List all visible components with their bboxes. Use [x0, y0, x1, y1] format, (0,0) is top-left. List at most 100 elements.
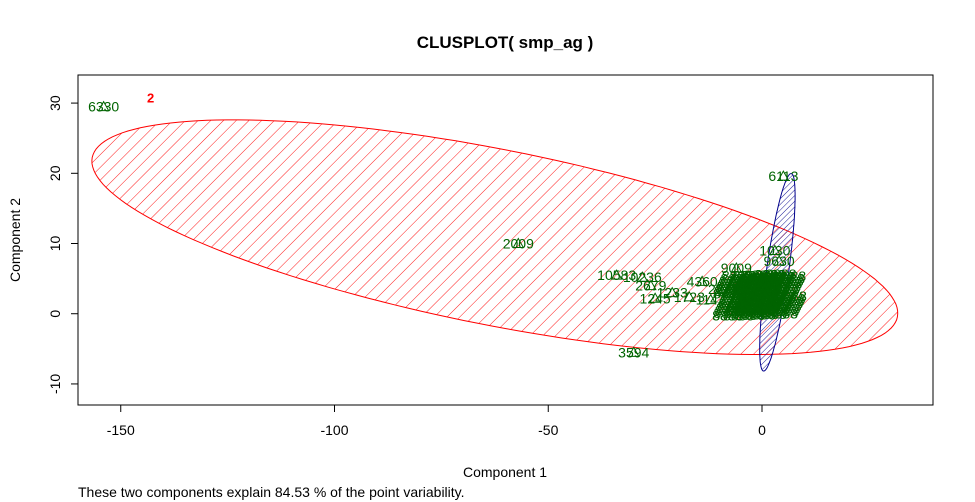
dense-point: 8888 [764, 269, 795, 285]
data-point: 1245 [640, 290, 671, 306]
point-label: 2271 [708, 281, 739, 297]
data-point: 1142 [696, 292, 726, 308]
dense-point: 8888 [768, 303, 799, 319]
dense-point: 8888 [750, 296, 781, 312]
plot-layer: 8888888888888888888888888888888888888888… [47, 90, 899, 438]
dense-point: 8888 [761, 296, 792, 312]
dense-point: 8888 [735, 304, 766, 320]
data-point: 3721 [738, 274, 769, 290]
y-tick-label: 30 [47, 95, 63, 111]
dense-point: 8888 [771, 276, 802, 292]
dense-point: 8888 [742, 269, 773, 285]
dense-point: 8888 [769, 281, 800, 297]
x-tick-label: -150 [107, 422, 135, 438]
dense-point: 8888 [747, 301, 778, 317]
dense-point: 8888 [758, 281, 789, 297]
dense-point: 8888 [767, 306, 798, 322]
point-label: 10236 [623, 269, 662, 285]
dense-point: 8888 [762, 274, 793, 290]
point-triangle [717, 283, 730, 294]
dense-point: 8888 [771, 276, 802, 292]
x-tick-label: -50 [538, 422, 558, 438]
point-triangle [645, 279, 657, 291]
x-axis-label: Component 1 [463, 464, 547, 480]
dense-point: 8888 [750, 296, 781, 312]
dense-point: 8888 [749, 277, 780, 293]
dense-point: 8888 [744, 267, 775, 283]
dense-point: 8888 [764, 269, 795, 285]
point-label: 6113 [768, 168, 798, 184]
dense-point: 8888 [738, 299, 769, 315]
dense-point: 8888 [719, 273, 750, 289]
data-point: 10236 [623, 269, 662, 285]
y-tick-label: -10 [47, 374, 63, 394]
y-axis-label: Component 2 [7, 198, 23, 282]
point-triangle [747, 276, 760, 287]
dense-point: 8888 [746, 284, 777, 300]
dense-point: 8888 [766, 286, 797, 302]
data-point: 10583 [597, 267, 636, 283]
dense-point: 8888 [755, 266, 786, 282]
dense-point: 8888 [745, 306, 776, 322]
point-label: 2009 [503, 236, 534, 252]
point-triangle [773, 255, 785, 266]
dense-point: 8888 [716, 300, 747, 316]
dense-point: 8888 [722, 268, 753, 284]
y-tick-label: 10 [47, 236, 63, 252]
dense-point: 8888 [733, 287, 764, 303]
dense-point: 8888 [765, 266, 796, 282]
dense-point: 8888 [752, 272, 783, 288]
point-triangle [683, 290, 696, 302]
dense-point: 8888 [717, 298, 748, 314]
dense-point: 8888 [730, 272, 761, 288]
dense-point: 8888 [728, 297, 759, 313]
point-triangle [636, 271, 649, 282]
dense-point: 8888 [769, 281, 800, 297]
point-label: 1142 [696, 292, 726, 308]
dense-point: 8888 [739, 277, 770, 293]
dense-point: 8888 [756, 284, 787, 300]
y-tick-label: 0 [47, 310, 63, 318]
data-point: 1233 [657, 285, 688, 301]
dense-point: 8888 [772, 273, 803, 289]
point-label: 5127 [729, 295, 760, 311]
dense-point: 8888 [724, 285, 755, 301]
dense-point: 8888 [741, 272, 772, 288]
dense-point: 8888 [735, 285, 766, 301]
dense-point: 8888 [746, 304, 777, 320]
dense-point: 8888 [736, 282, 767, 298]
dense-point: 8888 [715, 303, 746, 319]
dense-point: 8888 [757, 304, 788, 320]
dense-point: 8888 [766, 286, 797, 302]
dense-point: 8888 [759, 279, 790, 295]
data-point: 5127 [729, 295, 760, 311]
dense-point: 8888 [771, 298, 802, 314]
dense-point: 8888 [740, 294, 771, 310]
dense-point: 8888 [717, 278, 748, 294]
point-triangle [666, 286, 679, 298]
dense-point: 8888 [742, 269, 773, 285]
dense-point: 8888 [747, 301, 778, 317]
dense-point: 8888 [743, 289, 774, 305]
dense-point: 8888 [721, 290, 752, 306]
dense-point: 8888 [752, 272, 783, 288]
dense-point: 8888 [742, 292, 773, 308]
dense-point: 8888 [735, 304, 766, 320]
dense-point: 8888 [760, 276, 791, 292]
point-label: 1245 [640, 290, 671, 306]
dense-point: 8888 [762, 293, 793, 309]
data-point: 1723 [674, 289, 705, 305]
dense-point: 8888 [763, 271, 794, 287]
point-label: 3721 [738, 274, 769, 290]
dense-point: 8888 [755, 266, 786, 282]
data-point: 2009 [503, 236, 534, 252]
point-label: 3594 [618, 344, 649, 360]
dense-point: 8888 [756, 284, 787, 300]
point-triangle [97, 100, 110, 112]
x-tick-label: -100 [320, 422, 348, 438]
dense-point: 8888 [721, 290, 752, 306]
dense-point: 8888 [719, 273, 750, 289]
dense-point: 8888 [773, 293, 804, 309]
dense-point: 8888 [730, 295, 761, 311]
